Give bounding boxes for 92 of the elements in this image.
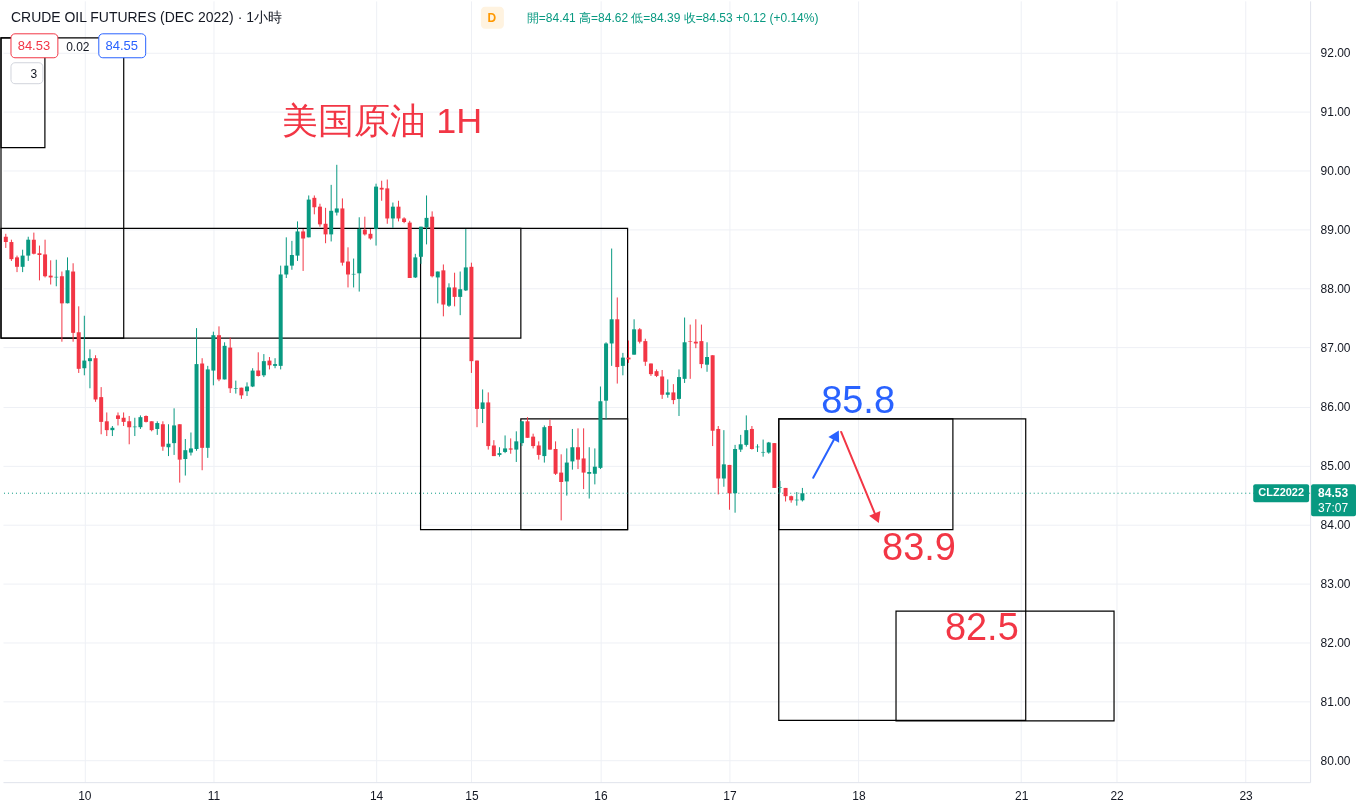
- y-tick-label: 83.00: [1320, 576, 1351, 591]
- candlestick: [390, 202, 395, 229]
- x-tick-label: 23: [1239, 788, 1254, 803]
- candlestick: [334, 164, 339, 217]
- candlestick: [183, 438, 188, 477]
- x-tick-label: 17: [723, 788, 737, 803]
- candlestick: [463, 228, 468, 292]
- candlestick: [43, 239, 48, 278]
- x-tick-label: 22: [1110, 788, 1125, 803]
- annotation: 84.55: [105, 37, 138, 53]
- candlestick: [256, 351, 261, 377]
- candlestick: [188, 432, 193, 456]
- candlestick: [581, 427, 586, 490]
- annotation: 美国原油 1H: [282, 99, 483, 141]
- y-tick-label: 81.00: [1320, 694, 1351, 709]
- annotation: 83.9: [882, 525, 956, 568]
- text: CRUDE OIL FUTURES (DEC 2022) · 1小時: [10, 8, 282, 25]
- candlestick: [317, 203, 322, 228]
- candlestick: [116, 411, 120, 426]
- candlestick: [665, 378, 670, 399]
- y-tick-label: 85.00: [1320, 459, 1351, 474]
- candlestick: [547, 419, 552, 451]
- candlestick: [676, 368, 681, 417]
- candlestick: [82, 315, 87, 376]
- y-tick-label: 88.00: [1320, 282, 1351, 297]
- y-tick-label: 82.00: [1320, 635, 1351, 650]
- y-tick-label: 80.00: [1320, 753, 1351, 768]
- y-tick-label: 87.00: [1320, 341, 1351, 356]
- candlestick: [446, 282, 451, 308]
- x-tick-label: 10: [78, 788, 92, 803]
- candlestick: [777, 480, 782, 494]
- candlestick: [9, 239, 14, 262]
- candlestick: [26, 236, 31, 262]
- ref-line-label: 84.53: [1318, 486, 1349, 501]
- candlestick: [284, 236, 289, 279]
- candlestick: [671, 383, 676, 405]
- annotation: D: [487, 10, 497, 25]
- annotation: 85.8: [821, 378, 895, 421]
- x-tick-label: 11: [207, 788, 221, 803]
- candlestick: [396, 200, 401, 222]
- candlestick: [20, 249, 25, 273]
- candlestick: [261, 353, 266, 378]
- candlestick: [508, 437, 513, 455]
- candlestick: [761, 439, 766, 458]
- text: 開=84.41 高=84.62 低=84.39 收=84.53 +0.12 (+0.14%): [526, 10, 819, 25]
- candlestick: [312, 194, 317, 215]
- candlestick: [705, 341, 710, 373]
- x-tick-label: 21: [1015, 788, 1029, 803]
- candlestick: [233, 380, 238, 395]
- candlestick: [104, 411, 109, 437]
- y-tick-label: 86.00: [1320, 400, 1351, 415]
- candlestick: [576, 427, 580, 470]
- candlestick: [289, 240, 294, 271]
- candlestick: [458, 271, 463, 316]
- candlestick: [424, 194, 429, 245]
- annotation: 3: [30, 66, 38, 81]
- candlestick: [413, 253, 418, 279]
- x-tick-label: 18: [852, 788, 866, 803]
- candlestick: [536, 440, 541, 461]
- candlestick: [329, 184, 334, 242]
- y-tick-label: 84.00: [1320, 517, 1351, 532]
- annotation: 0.02: [66, 39, 90, 54]
- candlestick: [749, 425, 754, 451]
- candlestick: [301, 228, 306, 272]
- annotation: 82.5: [944, 606, 1019, 649]
- text: 37:07: [1318, 501, 1349, 516]
- y-tick-label: 89.00: [1320, 223, 1351, 238]
- candlestick: [721, 429, 726, 488]
- annotation: CLZ2022: [1258, 486, 1305, 499]
- x-tick-label: 16: [594, 788, 608, 803]
- y-tick-label: 92.00: [1320, 46, 1351, 61]
- candlestick: [620, 352, 625, 376]
- candlestick: [660, 369, 665, 400]
- candlestick: [688, 324, 693, 380]
- candlestick: [480, 388, 485, 424]
- candlestick: [323, 207, 328, 244]
- candlestick: [519, 420, 524, 447]
- x-tick-label: 15: [465, 788, 479, 803]
- candlestick: [514, 430, 519, 463]
- x-tick-label: 14: [369, 788, 384, 803]
- candlestick: [346, 246, 350, 288]
- candlestick: [452, 272, 457, 307]
- candlestick: [87, 348, 92, 389]
- y-tick-label: 91.00: [1320, 105, 1351, 120]
- annotation: 84.53: [17, 37, 51, 53]
- candlestick: [570, 428, 575, 471]
- candlestick: [503, 434, 508, 454]
- candlestick: [160, 420, 165, 452]
- candlestick: [587, 446, 592, 500]
- y-tick-label: 90.00: [1320, 164, 1351, 179]
- candlestick: [273, 357, 278, 369]
- candlestick: [172, 407, 177, 456]
